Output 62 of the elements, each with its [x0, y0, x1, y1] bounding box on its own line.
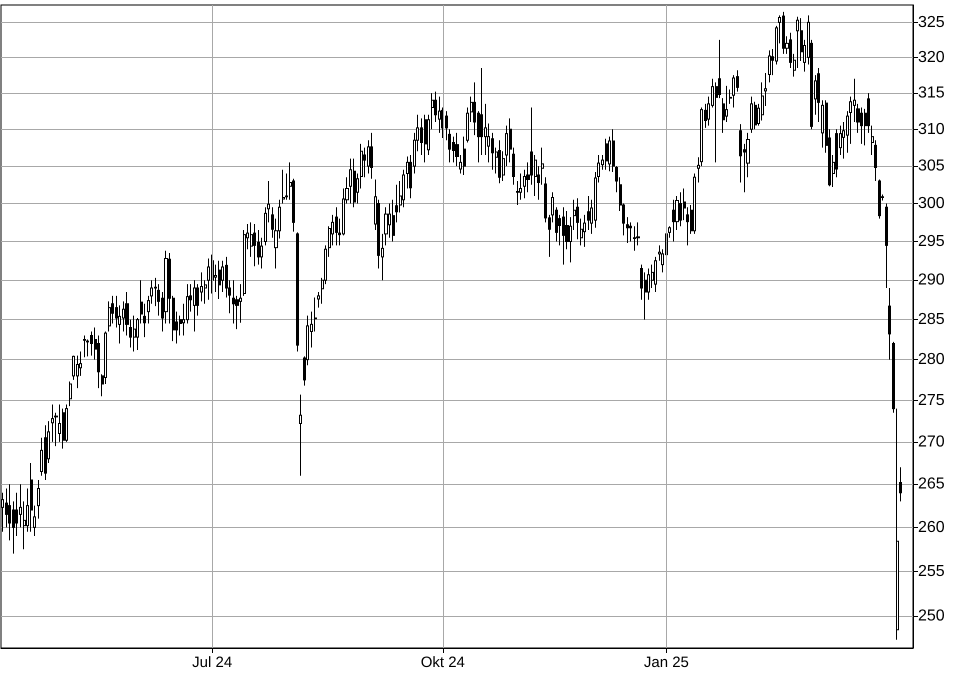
x-tick-label: Jul 24	[192, 654, 232, 671]
candlestick	[782, 11, 785, 54]
y-tick-label: 325	[918, 14, 945, 31]
candlestick	[193, 280, 196, 332]
y-tick-label: 265	[918, 476, 945, 493]
candlestick	[817, 68, 820, 122]
candlestick	[899, 466, 902, 502]
candlestick	[860, 106, 863, 144]
candlestick	[587, 195, 590, 231]
candlestick	[878, 178, 881, 220]
y-tick-label: 290	[918, 272, 945, 289]
candlestick	[768, 50, 771, 83]
y-tick-label: 275	[918, 392, 945, 409]
y-tick-label: 270	[918, 433, 945, 450]
y-tick-label: 320	[918, 48, 945, 66]
candlestick	[37, 479, 40, 520]
x-tick-label: Okt 24	[420, 654, 465, 671]
candlestick	[750, 96, 753, 134]
candlestick	[888, 288, 891, 360]
candlestick	[44, 424, 47, 480]
candlestick	[672, 199, 675, 242]
candlestick	[463, 136, 466, 176]
candlestick	[885, 202, 888, 289]
y-tick-label: 255	[918, 562, 945, 580]
candlestick	[69, 381, 72, 407]
candlestick	[679, 192, 682, 227]
x-tick-label: Jan 25	[644, 654, 689, 671]
candlestick	[51, 404, 54, 442]
candlestick	[207, 258, 210, 300]
candlestick	[253, 223, 256, 267]
candlestick	[605, 138, 608, 170]
y-tick-label: 300	[918, 194, 945, 212]
candlestick	[296, 232, 299, 352]
candlestick	[30, 462, 33, 532]
candlestick	[335, 206, 338, 246]
y-tick-label: 280	[918, 351, 945, 368]
y-tick-label: 295	[918, 233, 945, 250]
candlestick	[282, 169, 285, 204]
candlestick	[370, 132, 373, 180]
candlestick	[62, 408, 65, 450]
candlestick	[583, 214, 586, 248]
candlestick	[562, 206, 565, 266]
y-tick-label: 315	[918, 84, 945, 102]
candlestick	[76, 355, 79, 389]
candlestick	[90, 331, 93, 356]
candlestick	[654, 256, 657, 292]
y-tick-label: 310	[918, 120, 945, 138]
candlestick	[299, 394, 302, 476]
candlestick	[83, 335, 86, 358]
candlestick	[353, 158, 356, 208]
candlestick	[626, 216, 629, 244]
candlestick	[693, 173, 696, 234]
candlestick	[424, 114, 427, 163]
candlestick	[498, 140, 501, 184]
y-tick-label: 250	[918, 608, 945, 625]
y-tick-label: 285	[918, 311, 945, 328]
y-tick-label: 305	[918, 158, 945, 175]
candlestick	[349, 158, 352, 204]
candlestick	[218, 260, 221, 300]
candlestick	[133, 315, 136, 352]
y-tick-label: 260	[918, 518, 945, 536]
candlestick	[633, 226, 636, 252]
